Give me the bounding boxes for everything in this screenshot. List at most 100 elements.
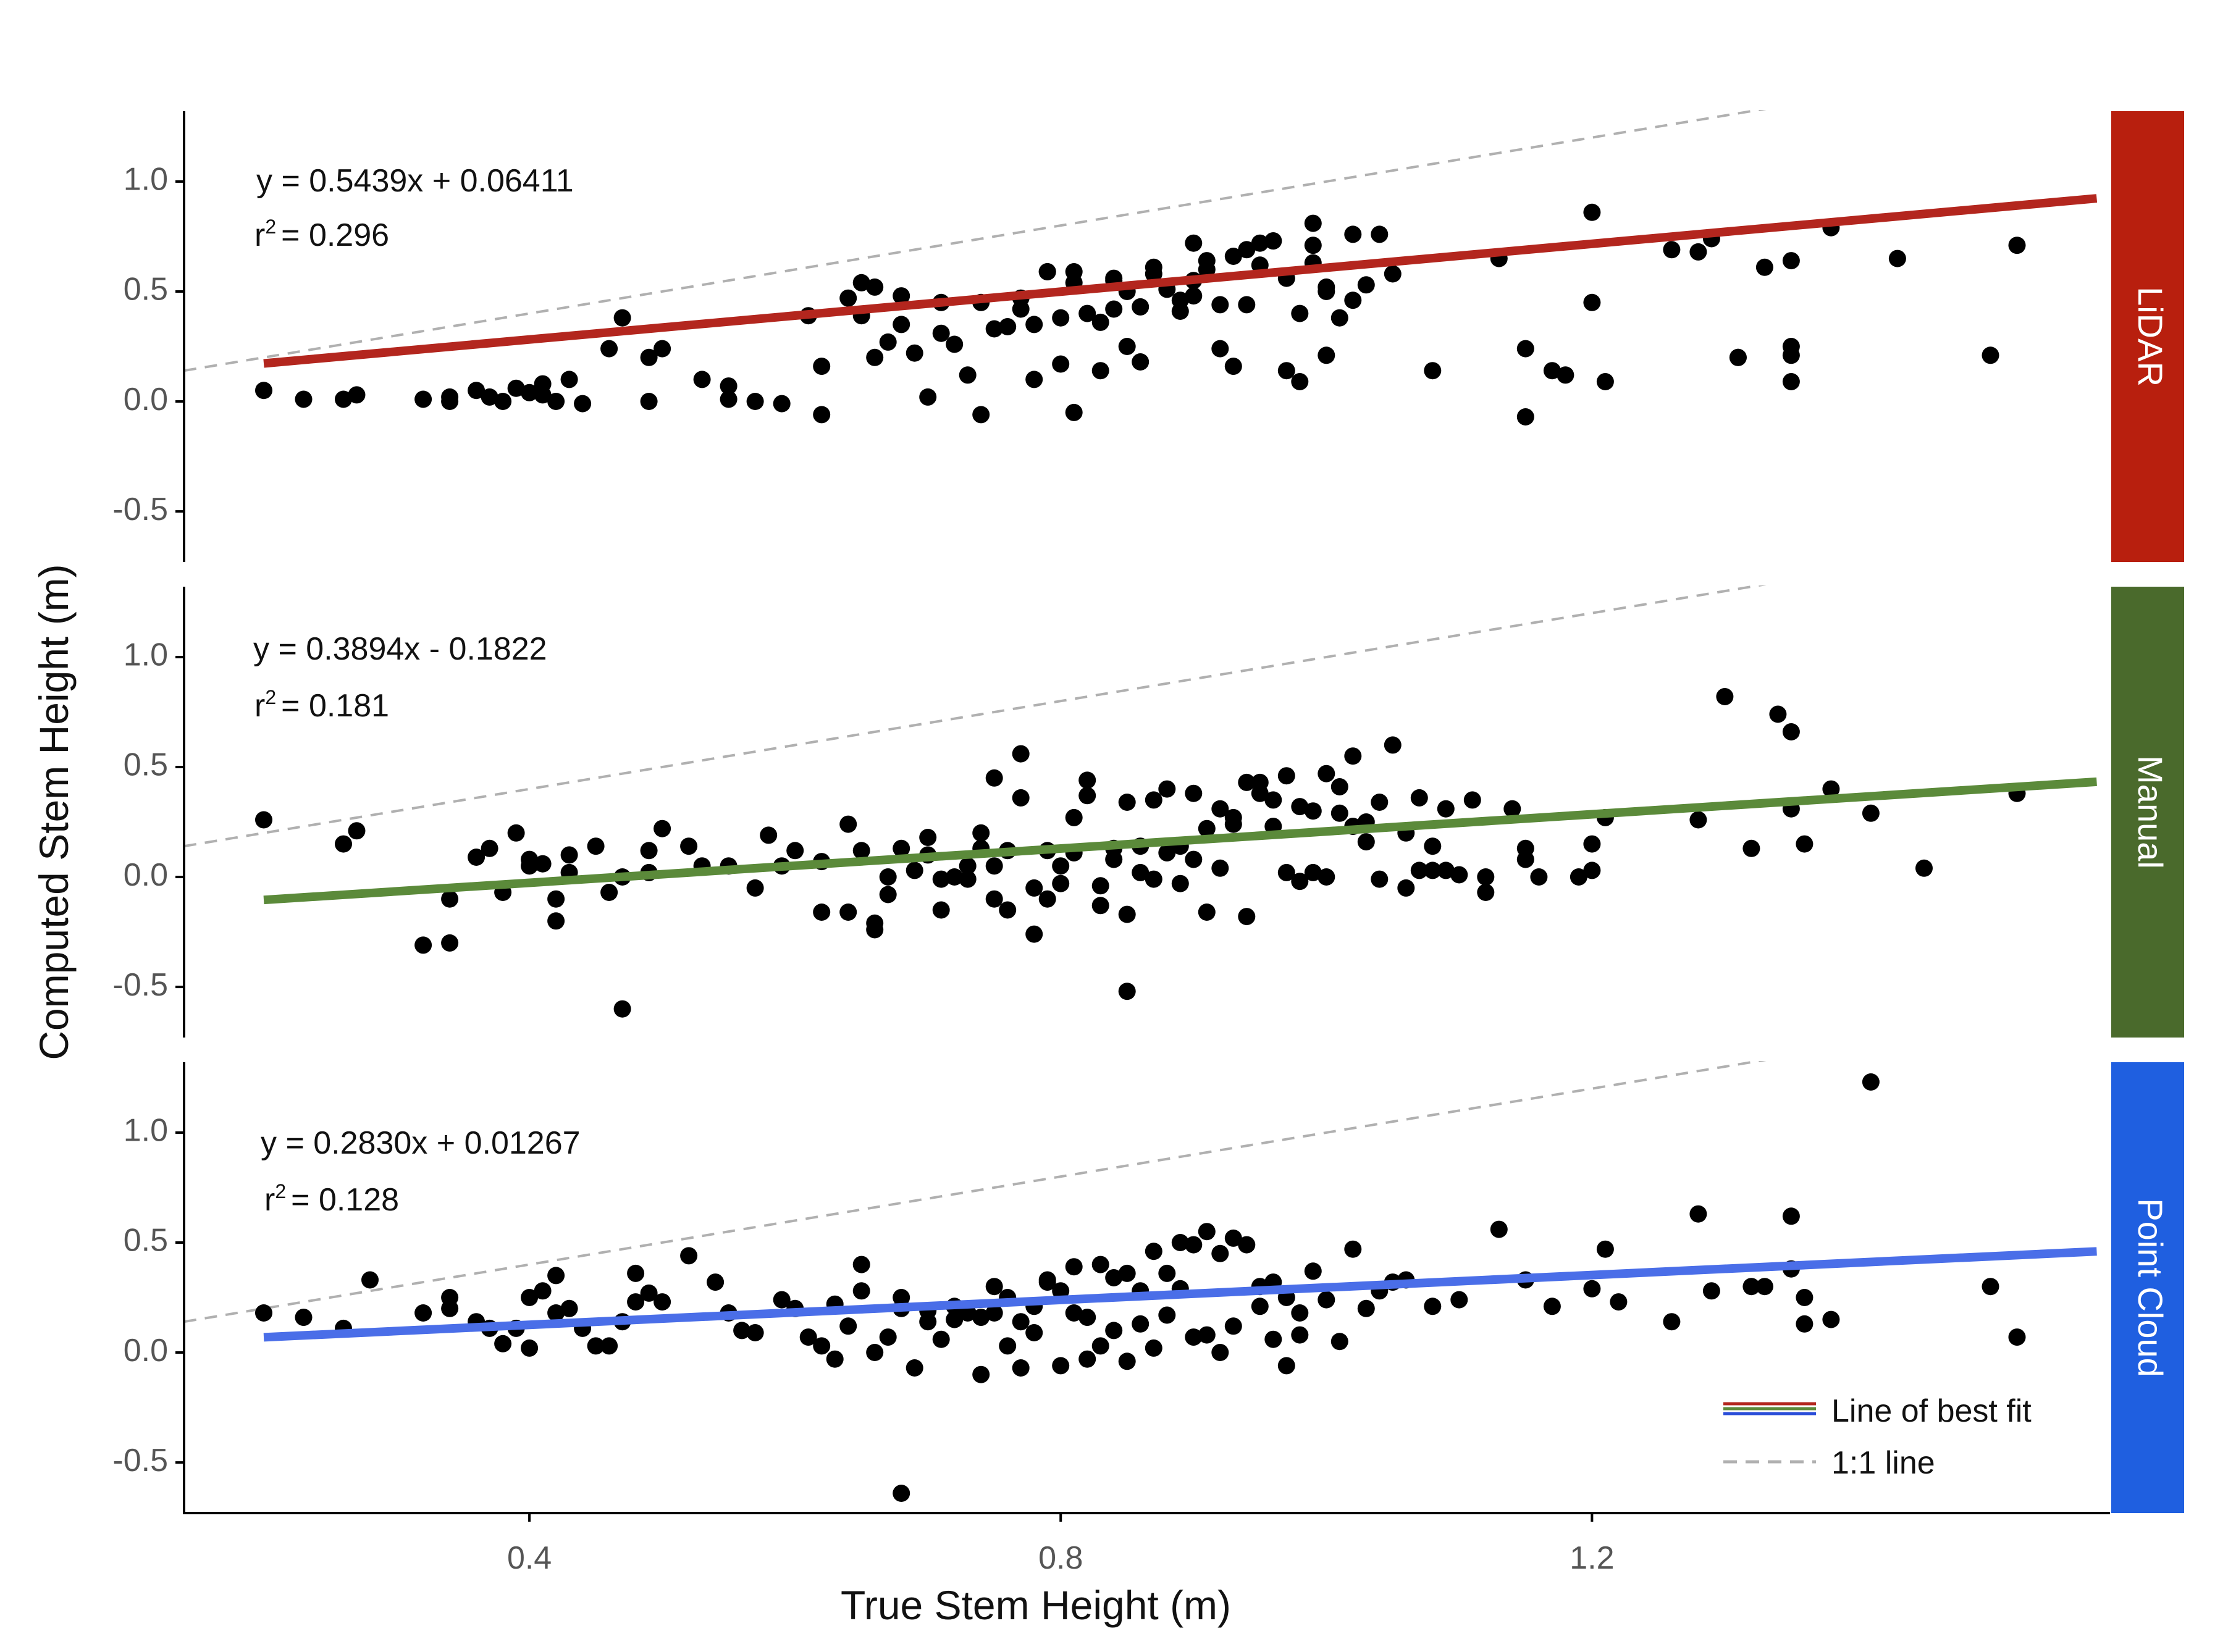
equation-lidar: y = 0.5439x + 0.06411 <box>256 163 574 199</box>
y-ticks-manual: 1.0 0.5 0.0 -0.5 <box>112 637 184 1003</box>
data-point <box>1330 309 1348 327</box>
data-point <box>1982 1278 1999 1296</box>
data-point <box>1371 794 1389 811</box>
data-point <box>348 822 366 840</box>
y-tick-label: 0.5 <box>124 1223 168 1259</box>
x-axis-title: True Stem Height (m) <box>841 1582 1231 1628</box>
y-tick-label: 0.0 <box>124 1333 168 1369</box>
data-point <box>1238 773 1256 791</box>
data-point <box>1012 745 1030 763</box>
data-point <box>627 1264 645 1282</box>
data-point <box>1065 808 1083 826</box>
data-point <box>1211 340 1229 358</box>
data-point <box>1663 241 1681 259</box>
data-point <box>1357 1299 1375 1317</box>
data-point <box>906 344 923 362</box>
points-point-cloud <box>255 1073 2026 1502</box>
data-point <box>1132 1315 1150 1333</box>
data-point <box>1304 214 1322 232</box>
data-point <box>1038 1273 1056 1291</box>
data-point <box>547 912 565 930</box>
data-point <box>441 393 459 410</box>
data-point <box>1025 925 1043 943</box>
data-point <box>1596 1240 1614 1258</box>
data-point <box>1557 366 1574 384</box>
data-point <box>1171 874 1189 892</box>
data-point <box>1330 1333 1348 1351</box>
data-point <box>985 769 1003 787</box>
data-point <box>640 348 658 366</box>
data-point <box>1038 263 1056 280</box>
data-point <box>414 936 432 954</box>
data-point <box>414 1304 432 1322</box>
data-point <box>773 1291 791 1309</box>
data-point <box>1702 1282 1720 1300</box>
data-point <box>1211 859 1229 877</box>
data-point <box>1318 283 1335 300</box>
data-point <box>1185 287 1203 305</box>
data-point <box>1543 362 1561 380</box>
data-point <box>919 829 937 846</box>
data-point <box>1716 688 1734 705</box>
data-point <box>1277 767 1295 785</box>
data-point <box>1118 1264 1136 1282</box>
data-point <box>627 1293 645 1311</box>
y-tick-label: -0.5 <box>112 1443 168 1478</box>
data-point <box>1516 408 1534 426</box>
data-point <box>441 890 459 908</box>
data-point <box>560 846 578 864</box>
data-point <box>295 390 313 408</box>
data-point <box>999 901 1017 919</box>
data-point <box>1132 353 1150 371</box>
fit-segment-manual <box>263 777 2097 905</box>
data-point <box>1118 983 1136 1000</box>
data-point <box>1915 859 1933 877</box>
legend-one-to-one-label: 1:1 line <box>1831 1445 1935 1481</box>
data-point <box>1516 340 1534 358</box>
data-point <box>972 406 990 424</box>
data-point <box>1118 338 1136 355</box>
panel-point-cloud: 1.0 0.5 0.0 -0.5 y = 0.2830x + 0.01267 r2 = … <box>112 1061 2184 1513</box>
data-point <box>1742 1278 1760 1296</box>
data-point <box>1145 1339 1162 1357</box>
data-point <box>1755 1278 1773 1296</box>
data-point <box>1344 291 1362 309</box>
data-point <box>1171 291 1189 309</box>
data-point <box>1264 232 1282 250</box>
data-point <box>1530 868 1548 886</box>
data-point <box>560 1299 578 1317</box>
one-to-one-segment-point-cloud <box>184 1061 1767 1323</box>
facet-label-lidar: LiDAR <box>2131 287 2170 387</box>
data-point <box>707 1273 725 1291</box>
data-point <box>1424 362 1442 380</box>
data-point <box>1132 863 1150 881</box>
data-point <box>839 1317 857 1335</box>
data-point <box>587 1337 605 1355</box>
data-point <box>1185 1236 1203 1254</box>
data-point <box>1238 296 1256 314</box>
data-point <box>1318 1291 1335 1309</box>
data-point <box>1198 1223 1216 1241</box>
data-point <box>1689 811 1707 829</box>
data-point <box>893 1485 910 1502</box>
y-ticks-point-cloud: 1.0 0.5 0.0 -0.5 <box>112 1113 184 1478</box>
x-tick-label: 1.2 <box>1570 1540 1614 1576</box>
data-point <box>1410 789 1428 807</box>
data-point <box>560 371 578 388</box>
data-point <box>879 868 897 886</box>
data-point <box>1437 800 1455 818</box>
data-point <box>1384 265 1402 283</box>
data-point <box>1251 234 1269 252</box>
data-point <box>1224 815 1242 833</box>
data-point <box>1982 346 1999 364</box>
data-point <box>1091 877 1109 895</box>
data-point <box>1357 276 1375 294</box>
data-point <box>919 1313 937 1331</box>
data-point <box>1782 346 1800 364</box>
data-point <box>985 890 1003 908</box>
data-point <box>1437 862 1455 879</box>
data-point <box>1796 1289 1814 1306</box>
data-point <box>972 1365 990 1383</box>
y-tick-label: 1.0 <box>124 637 168 673</box>
